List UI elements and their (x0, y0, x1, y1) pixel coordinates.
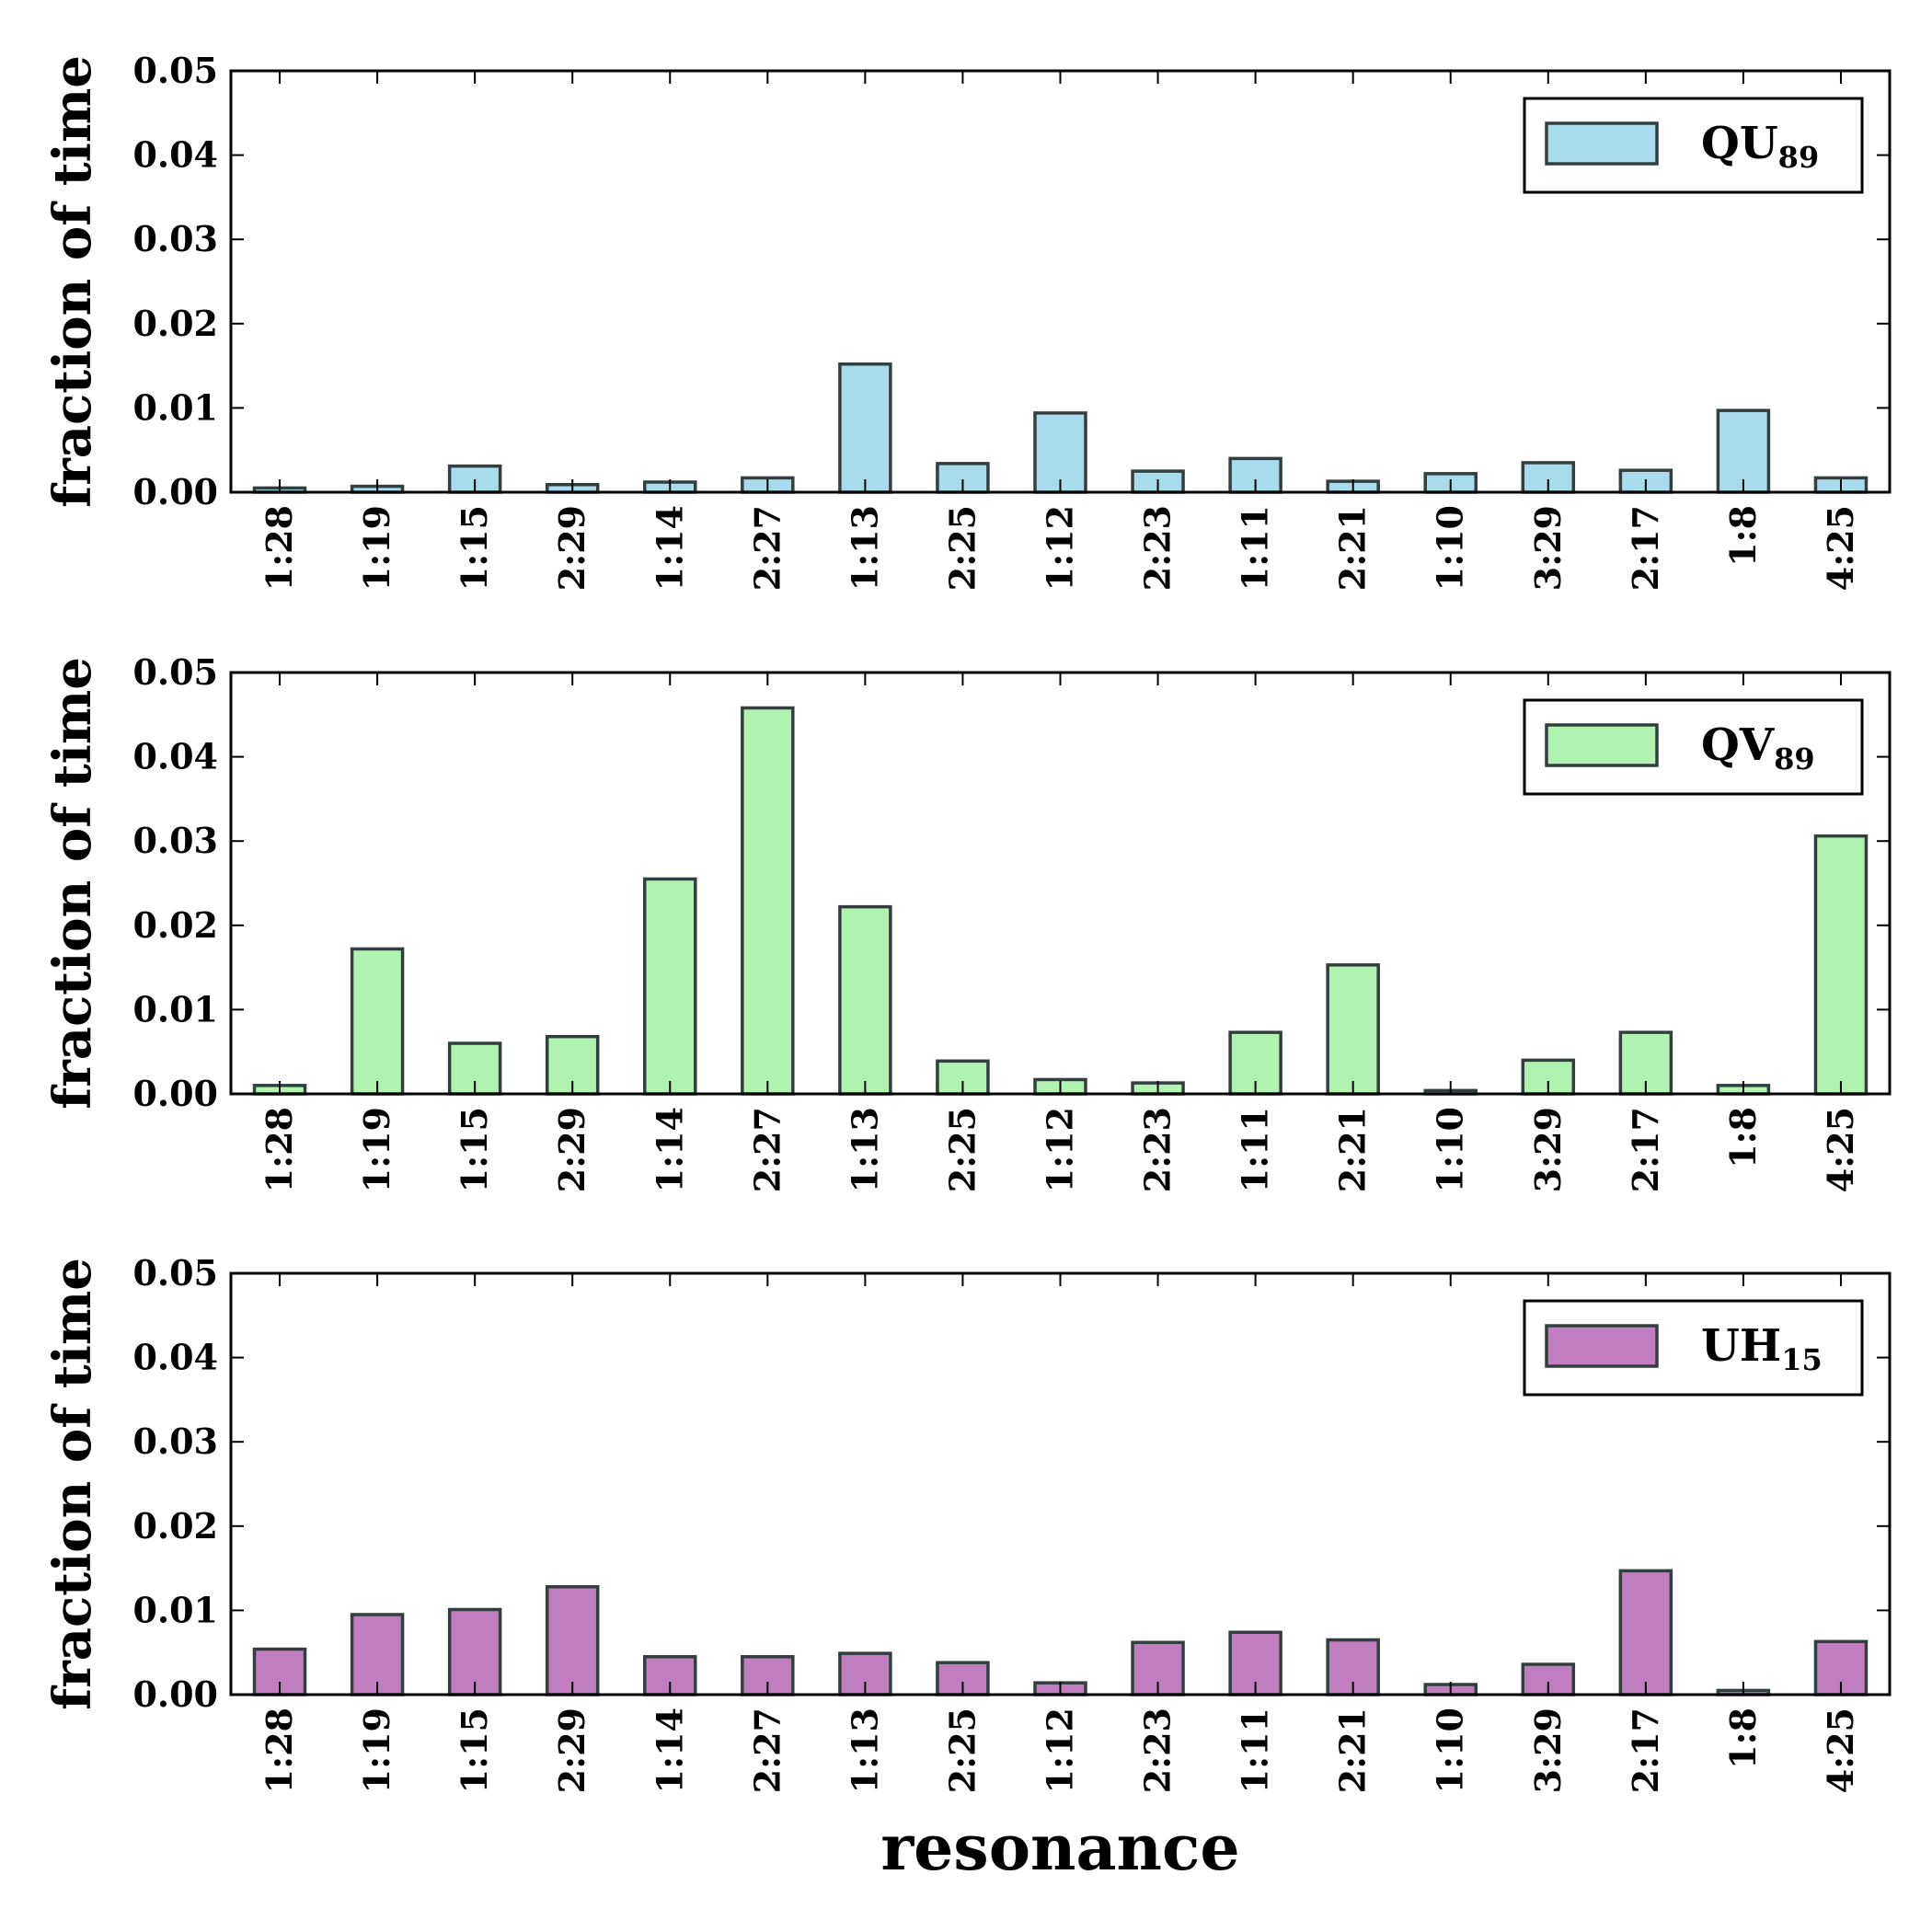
xtick-label: 1:13 (844, 505, 885, 591)
ytick-label: 0.02 (132, 1505, 218, 1547)
xtick-label: 4:25 (1820, 505, 1861, 591)
xtick-label: 2:29 (551, 1708, 592, 1793)
xtick-label: 3:29 (1527, 1107, 1569, 1192)
xtick-label: 1:15 (454, 1107, 495, 1192)
xtick-label: 1:15 (454, 505, 495, 591)
xtick-label: 2:21 (1332, 505, 1374, 591)
panel-3: 0.00 0.01 0.02 0.03 0.04 0.05 1:28 1:19 1:15 2:29… (42, 1252, 1890, 1885)
xtick-label: 1:8 (1722, 1708, 1764, 1769)
xtick-label: 1:28 (259, 1107, 300, 1192)
ytick-label: 0.05 (132, 1252, 218, 1294)
bar-2-29 (547, 1587, 598, 1695)
ytick-label: 0.04 (132, 1337, 218, 1378)
xtick-label: 2:25 (941, 505, 983, 591)
ytick-label: 0.02 (132, 904, 218, 946)
ytick-label: 0.01 (132, 1589, 218, 1630)
bar-1-14 (645, 879, 696, 1094)
xtick-label: 1:8 (1722, 1107, 1764, 1168)
xtick-label: 3:29 (1527, 1708, 1569, 1793)
xtick-label: 1:11 (1235, 505, 1276, 591)
ytick-label: 0.02 (132, 303, 218, 344)
xtick-label: 1:10 (1430, 1708, 1471, 1793)
ytick-label: 0.04 (132, 736, 218, 777)
bar-1-13 (840, 364, 891, 492)
bar-2-21 (1328, 965, 1378, 1094)
xtick-label: 1:19 (356, 1107, 397, 1192)
bar-1-13 (840, 907, 891, 1094)
figure: 0.00 0.01 0.02 0.03 0.04 0.05 1:28 1:19 1:15 2:29… (0, 0, 1932, 1932)
ytick-label: 0.03 (132, 218, 218, 259)
xtick-label: 1:19 (356, 1708, 397, 1793)
xtick-label: 1:19 (356, 505, 397, 591)
legend: QU89 (1524, 98, 1862, 192)
y-axis-label: fraction of time (42, 657, 103, 1110)
xtick-label: 2:25 (941, 1107, 983, 1192)
xtick-label: 2:23 (1137, 1708, 1179, 1793)
panel-1: 0.00 0.01 0.02 0.03 0.04 0.05 1:28 1:19 1:15 2:29… (42, 50, 1890, 591)
xtick-label: 2:27 (746, 1708, 788, 1793)
xtick-label: 2:17 (1625, 1107, 1666, 1192)
xtick-label: 1:10 (1430, 1107, 1471, 1192)
xtick-label: 1:28 (259, 505, 300, 591)
xtick-label: 2:25 (941, 1708, 983, 1793)
xtick-label: 2:27 (746, 1107, 788, 1192)
xtick-label: 2:23 (1137, 1107, 1179, 1192)
ytick-label: 0.03 (132, 1420, 218, 1462)
ytick-label: 0.00 (132, 1073, 218, 1114)
xtick-label: 2:29 (551, 505, 592, 591)
xtick-label: 1:28 (259, 1708, 300, 1793)
xtick-label: 1:11 (1235, 1708, 1276, 1793)
ytick-label: 0.01 (132, 386, 218, 428)
legend-swatch (1547, 1326, 1657, 1366)
xtick-label: 4:25 (1820, 1708, 1861, 1793)
xtick-label: 2:17 (1625, 1708, 1666, 1793)
bar-1-19 (352, 949, 403, 1094)
xtick-label: 1:14 (649, 505, 690, 591)
ytick-label: 0.00 (132, 1673, 218, 1715)
ytick-label: 0.05 (132, 651, 218, 693)
xtick-label: 2:23 (1137, 505, 1179, 591)
bar-2-27 (742, 707, 793, 1094)
xtick-label: 2:27 (746, 505, 788, 591)
xtick-label: 1:10 (1430, 505, 1471, 591)
legend-swatch (1547, 725, 1657, 765)
x-axis-label: resonance (880, 1811, 1239, 1885)
y-axis-label: fraction of time (42, 1258, 103, 1710)
legend: QV89 (1524, 700, 1862, 794)
xtick-label: 2:21 (1332, 1708, 1374, 1793)
y-axis-label: fraction of time (42, 55, 103, 508)
panel-2: 0.00 0.01 0.02 0.03 0.04 0.05 1:28 1:19 1:15 2:29… (42, 651, 1890, 1192)
bar-4-25 (1815, 836, 1866, 1094)
ytick-label: 0.05 (132, 50, 218, 91)
ytick-label: 0.04 (132, 134, 218, 176)
legend: UH15 (1524, 1301, 1862, 1395)
xtick-label: 1:11 (1235, 1107, 1276, 1192)
ytick-label: 0.01 (132, 988, 218, 1029)
ytick-label: 0.03 (132, 820, 218, 861)
legend-swatch (1547, 123, 1657, 164)
xtick-label: 1:14 (649, 1708, 690, 1793)
xtick-label: 2:29 (551, 1107, 592, 1192)
xtick-label: 1:13 (844, 1107, 885, 1192)
xtick-label: 1:8 (1722, 505, 1764, 567)
bar-2-17 (1620, 1570, 1671, 1695)
xtick-label: 1:12 (1040, 505, 1081, 591)
xtick-label: 1:13 (844, 1708, 885, 1793)
xtick-label: 1:15 (454, 1708, 495, 1793)
xtick-label: 1:12 (1040, 1708, 1081, 1793)
xtick-label: 3:29 (1527, 505, 1569, 591)
xtick-label: 2:17 (1625, 505, 1666, 591)
xtick-label: 4:25 (1820, 1107, 1861, 1192)
xtick-label: 2:21 (1332, 1107, 1374, 1192)
xtick-label: 1:12 (1040, 1107, 1081, 1192)
ytick-label: 0.00 (132, 471, 218, 512)
xtick-label: 1:14 (649, 1107, 690, 1192)
